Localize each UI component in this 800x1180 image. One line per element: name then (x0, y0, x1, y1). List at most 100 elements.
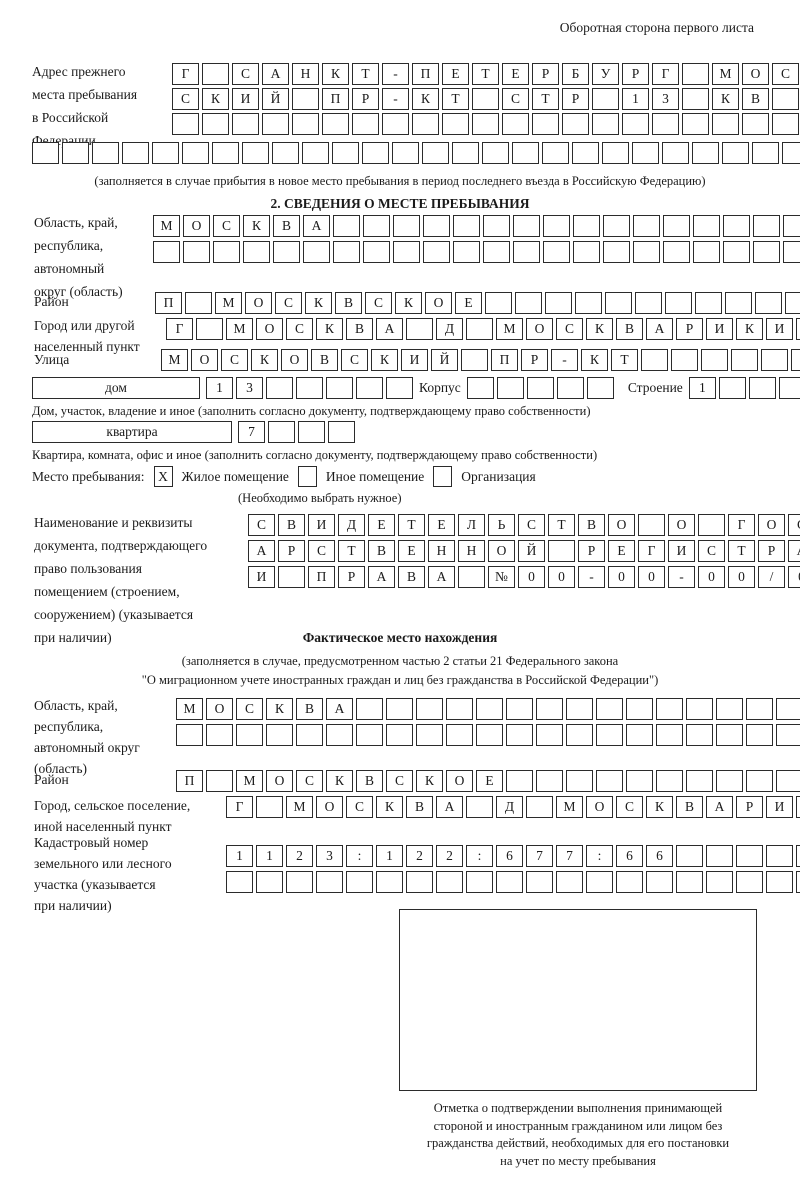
char-cell[interactable] (693, 215, 720, 237)
char-cell[interactable]: П (412, 63, 439, 85)
char-cell[interactable] (543, 215, 570, 237)
char-cell[interactable] (706, 871, 733, 893)
char-cell[interactable] (605, 292, 632, 314)
char-cell[interactable]: Г (166, 318, 193, 340)
char-cell[interactable] (731, 349, 758, 371)
char-cell[interactable] (393, 241, 420, 263)
char-cell[interactable]: К (326, 770, 353, 792)
char-cell[interactable] (652, 113, 679, 135)
region-row-2[interactable] (153, 241, 800, 263)
char-cell[interactable]: 1 (622, 88, 649, 110)
char-cell[interactable] (278, 566, 305, 588)
char-cell[interactable] (268, 421, 295, 443)
char-cell[interactable]: О (608, 514, 635, 536)
char-cell[interactable] (596, 724, 623, 746)
char-cell[interactable]: К (412, 88, 439, 110)
flat-number-cells[interactable]: 7 (238, 421, 355, 443)
char-cell[interactable]: К (371, 349, 398, 371)
char-cell[interactable] (206, 724, 233, 746)
char-cell[interactable] (662, 142, 689, 164)
char-cell[interactable]: Д (338, 514, 365, 536)
char-cell[interactable]: С (232, 63, 259, 85)
char-cell[interactable] (776, 724, 800, 746)
char-cell[interactable]: А (376, 318, 403, 340)
char-cell[interactable] (213, 241, 240, 263)
char-cell[interactable]: Г (226, 796, 253, 818)
char-cell[interactable] (416, 698, 443, 720)
char-cell[interactable]: В (676, 796, 703, 818)
char-cell[interactable]: О (446, 770, 473, 792)
char-cell[interactable]: О (256, 318, 283, 340)
char-cell[interactable]: 2 (436, 845, 463, 867)
char-cell[interactable]: 0 (518, 566, 545, 588)
char-cell[interactable]: Е (428, 514, 455, 536)
char-cell[interactable] (736, 845, 763, 867)
char-cell[interactable] (753, 215, 780, 237)
char-cell[interactable] (722, 142, 749, 164)
char-cell[interactable]: Й (431, 349, 458, 371)
char-cell[interactable] (122, 142, 149, 164)
char-cell[interactable] (556, 377, 584, 399)
char-cell[interactable] (716, 770, 743, 792)
char-cell[interactable] (592, 88, 619, 110)
char-cell[interactable]: К (646, 796, 673, 818)
char-cell[interactable] (406, 871, 433, 893)
char-cell[interactable]: А (368, 566, 395, 588)
char-cell[interactable]: И (308, 514, 335, 536)
char-cell[interactable] (603, 241, 630, 263)
char-cell[interactable] (682, 88, 709, 110)
char-cell[interactable] (716, 724, 743, 746)
char-cell[interactable]: Т (548, 514, 575, 536)
char-cell[interactable]: М (712, 63, 739, 85)
char-cell[interactable]: 3 (652, 88, 679, 110)
char-cell[interactable]: 6 (646, 845, 673, 867)
char-cell[interactable]: В (406, 796, 433, 818)
char-cell[interactable] (635, 292, 662, 314)
char-cell[interactable] (226, 871, 253, 893)
char-cell[interactable] (536, 698, 563, 720)
char-cell[interactable] (458, 566, 485, 588)
char-cell[interactable] (665, 292, 692, 314)
char-cell[interactable]: В (335, 292, 362, 314)
char-cell[interactable]: Р (578, 540, 605, 562)
char-cell[interactable] (206, 770, 233, 792)
char-cell[interactable]: - (382, 88, 409, 110)
char-cell[interactable]: К (316, 318, 343, 340)
char-cell[interactable] (526, 796, 553, 818)
char-cell[interactable] (566, 698, 593, 720)
char-cell[interactable] (641, 349, 668, 371)
char-cell[interactable]: С (213, 215, 240, 237)
char-cell[interactable] (416, 724, 443, 746)
char-cell[interactable]: 7 (526, 845, 553, 867)
char-cell[interactable] (622, 113, 649, 135)
char-cell[interactable]: К (395, 292, 422, 314)
char-cell[interactable] (446, 724, 473, 746)
char-cell[interactable]: М (226, 318, 253, 340)
char-cell[interactable]: К (586, 318, 613, 340)
char-cell[interactable] (695, 292, 722, 314)
char-cell[interactable] (536, 724, 563, 746)
char-cell[interactable] (701, 349, 728, 371)
char-cell[interactable]: Ь (488, 514, 515, 536)
char-cell[interactable]: И (766, 796, 793, 818)
char-cell[interactable] (346, 871, 373, 893)
char-cell[interactable] (698, 514, 725, 536)
char-cell[interactable]: 6 (496, 845, 523, 867)
char-cell[interactable] (496, 377, 524, 399)
char-cell[interactable]: Н (292, 63, 319, 85)
char-cell[interactable] (356, 377, 383, 399)
char-cell[interactable] (692, 142, 719, 164)
char-cell[interactable] (562, 113, 589, 135)
char-cell[interactable]: К (796, 796, 800, 818)
char-cell[interactable] (32, 142, 59, 164)
char-cell[interactable]: С (772, 63, 799, 85)
char-cell[interactable] (791, 349, 800, 371)
char-cell[interactable] (766, 871, 793, 893)
char-cell[interactable]: С (275, 292, 302, 314)
char-cell[interactable] (472, 113, 499, 135)
char-cell[interactable]: О (245, 292, 272, 314)
char-cell[interactable] (746, 724, 773, 746)
char-cell[interactable]: Б (562, 63, 589, 85)
